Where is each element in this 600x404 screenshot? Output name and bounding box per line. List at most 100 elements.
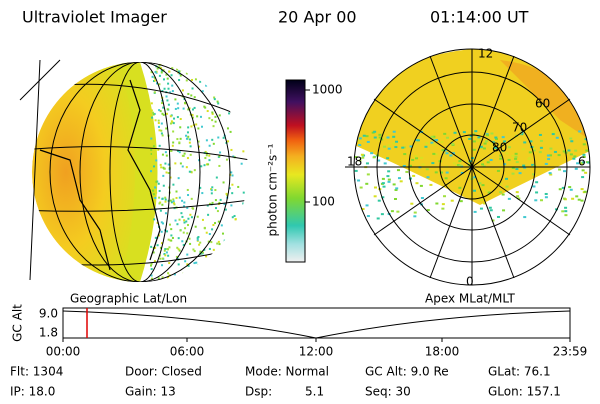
speckle — [503, 140, 507, 143]
speckle — [231, 216, 234, 219]
speckle — [167, 163, 170, 166]
speckle — [177, 248, 180, 251]
speckle — [582, 143, 586, 146]
speckle — [153, 79, 156, 82]
speckle — [190, 170, 193, 173]
speckle — [551, 130, 555, 133]
speckle — [440, 141, 444, 144]
speckle — [168, 70, 171, 73]
speckle — [468, 167, 472, 170]
info-text: GLat: 76.1 — [488, 365, 551, 379]
speckle — [162, 69, 165, 72]
speckle — [216, 242, 219, 245]
speckle — [199, 250, 202, 253]
speckle — [210, 189, 213, 192]
speckle — [394, 189, 398, 192]
speckle — [198, 159, 201, 162]
speckle — [479, 194, 483, 197]
speckle — [449, 154, 453, 157]
speckle — [189, 213, 192, 216]
speckle — [163, 253, 166, 256]
speckle — [432, 135, 436, 138]
speckle — [181, 199, 184, 202]
speckle — [184, 101, 187, 104]
speckle — [170, 228, 173, 231]
speckle — [206, 262, 209, 265]
speckle — [472, 140, 476, 143]
speckle — [161, 257, 164, 260]
speckle — [390, 210, 394, 213]
y-tick: 1.8 — [39, 326, 58, 340]
speckle — [218, 114, 221, 117]
speckle — [213, 96, 216, 99]
speckle — [458, 186, 462, 189]
speckle — [165, 112, 168, 115]
speckle — [402, 146, 406, 149]
speckle — [242, 66, 245, 69]
info-text: Flt: 1304 — [10, 365, 63, 379]
speckle — [549, 173, 553, 176]
speckle — [582, 161, 586, 164]
speckle — [172, 200, 175, 203]
speckle — [358, 159, 362, 162]
speckle — [178, 218, 181, 221]
speckle — [208, 72, 211, 75]
speckle — [181, 68, 184, 71]
speckle — [169, 91, 172, 94]
info-text: GC Alt: 9.0 Re — [365, 365, 449, 379]
speckle — [220, 82, 223, 85]
speckle — [197, 235, 200, 238]
speckle — [230, 260, 233, 263]
time: 01:14:00 UT — [430, 8, 529, 27]
title: Ultraviolet Imager 20 Apr 00 01:14:00 UT — [22, 8, 529, 27]
speckle — [528, 151, 532, 154]
speckle — [482, 165, 486, 168]
speckle — [575, 195, 579, 198]
speckle — [199, 241, 202, 244]
altitude-curve — [62, 310, 571, 339]
speckle — [188, 141, 191, 144]
speckle — [237, 185, 240, 188]
speckle — [194, 225, 197, 228]
x-tick-label: 12:00 — [299, 345, 334, 359]
speckle — [164, 248, 167, 251]
speckle — [204, 157, 207, 160]
speckle — [169, 199, 172, 202]
speckle — [387, 180, 391, 183]
speckle — [197, 264, 200, 267]
speckle — [392, 130, 396, 133]
speckle — [591, 170, 594, 172]
speckle — [195, 123, 198, 126]
speckle — [150, 264, 153, 267]
speckle — [200, 66, 203, 69]
speckle — [185, 137, 188, 140]
speckle — [198, 145, 201, 148]
speckle — [516, 195, 520, 198]
colorbar-tick: 100 — [312, 195, 335, 209]
speckle — [236, 263, 239, 266]
speckle — [175, 255, 178, 258]
speckle — [152, 165, 155, 168]
speckle — [160, 71, 163, 74]
speckle — [219, 85, 222, 88]
speckle — [158, 129, 161, 132]
speckle — [154, 186, 157, 189]
speckle — [523, 216, 527, 219]
speckle — [199, 72, 202, 75]
speckle — [361, 208, 365, 211]
speckle — [183, 201, 186, 204]
speckle — [553, 150, 557, 153]
speckle — [387, 178, 391, 181]
speckle — [183, 221, 186, 224]
speckle — [473, 210, 477, 213]
speckle — [580, 188, 584, 191]
speckle — [403, 153, 407, 156]
speckle — [152, 189, 155, 192]
speckle — [234, 70, 237, 73]
speckle — [176, 68, 179, 71]
speckle — [361, 156, 365, 159]
speckle — [158, 74, 161, 77]
speckle — [220, 277, 223, 280]
speckle — [218, 201, 221, 204]
speckle — [211, 119, 214, 122]
